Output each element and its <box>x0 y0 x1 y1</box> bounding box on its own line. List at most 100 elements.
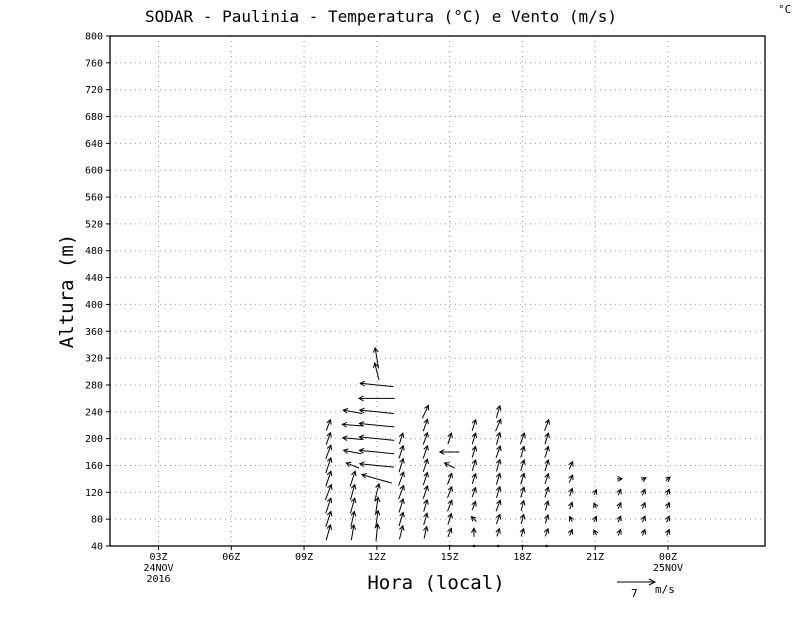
wind-vector-shaft <box>359 423 395 428</box>
wind-vector <box>519 527 526 537</box>
wind-vector-head <box>640 477 647 483</box>
wind-vector <box>374 482 381 501</box>
wind-vector <box>472 544 476 548</box>
wind-vector-head <box>496 418 502 425</box>
wind-vector <box>443 462 455 469</box>
wind-vector-head <box>447 499 453 506</box>
wind-vector-calm <box>496 544 500 548</box>
wind-vector <box>471 500 477 511</box>
wind-vector-head <box>495 513 502 520</box>
wind-vector-shaft <box>495 459 501 472</box>
wind-vector-shaft <box>569 488 573 497</box>
wind-vector-head <box>617 476 624 482</box>
wind-vector-head <box>519 513 526 520</box>
wind-vector <box>373 346 380 369</box>
wind-vector-shaft <box>398 512 404 527</box>
wind-vector <box>616 515 622 523</box>
wind-vector <box>519 499 526 511</box>
wind-vector-head <box>345 461 352 468</box>
wind-vector-head <box>342 448 349 454</box>
wind-vector <box>664 515 671 523</box>
wind-vector-head <box>423 484 429 491</box>
reference-vector: 7 m/s <box>617 578 675 600</box>
wind-vector <box>471 527 477 537</box>
wind-vector-head <box>593 502 599 509</box>
wind-vector-calm <box>448 544 451 548</box>
wind-vector-shaft <box>324 484 332 501</box>
wind-vector <box>447 512 453 525</box>
wind-vector-shaft <box>359 463 394 468</box>
wind-vector-head <box>326 497 333 504</box>
wind-vector-shaft <box>666 529 670 536</box>
wind-vector-shaft <box>520 473 525 485</box>
wind-vector-shaft <box>349 497 356 514</box>
wind-vector-head <box>544 500 550 507</box>
wind-vector-head <box>399 444 405 451</box>
y-tick-label: 600 <box>85 166 103 177</box>
wind-vector-shaft <box>325 524 331 541</box>
wind-vector-head <box>326 523 333 530</box>
wind-vector-shaft <box>398 458 404 473</box>
wind-vector <box>398 444 405 459</box>
wind-vector <box>422 484 429 499</box>
wind-vector <box>495 404 502 418</box>
wind-vector <box>495 499 502 512</box>
wind-vector-head <box>423 498 429 505</box>
y-tick-label: 280 <box>85 380 103 391</box>
wind-vector-head <box>399 484 405 491</box>
wind-vector-shaft <box>471 501 477 511</box>
wind-vector-shaft <box>471 419 477 431</box>
wind-vector-shaft <box>617 502 622 509</box>
wind-vector <box>325 431 332 445</box>
wind-vector-head <box>326 470 333 477</box>
wind-vector-head <box>423 525 429 532</box>
wind-vector <box>325 470 333 487</box>
wind-vector <box>398 471 405 486</box>
x-tick-label: 12Z <box>368 552 386 563</box>
wind-vector-head <box>375 482 381 489</box>
wind-vector <box>398 524 405 540</box>
wind-vector-head <box>640 515 646 522</box>
wind-vector <box>521 544 524 548</box>
wind-vector <box>358 407 394 414</box>
wind-vector-shaft <box>666 502 670 509</box>
wind-vector-head <box>640 488 646 495</box>
wind-vector <box>519 432 526 445</box>
wind-vector <box>568 460 574 470</box>
x-tick-label: 15Z <box>441 552 459 563</box>
wind-vector <box>640 515 646 523</box>
wind-vector <box>422 418 429 432</box>
wind-vector-shaft <box>359 449 395 455</box>
wind-vector <box>495 472 502 485</box>
wind-vector <box>665 476 671 483</box>
wind-vector <box>593 502 599 509</box>
wind-vector <box>372 362 380 381</box>
wind-vector <box>664 488 671 496</box>
wind-vector-head <box>520 432 526 439</box>
wind-vector <box>544 500 550 511</box>
wind-vector-head <box>640 501 646 508</box>
wind-vector <box>350 510 357 527</box>
wind-vector-shaft <box>350 524 355 541</box>
y-tick-label: 640 <box>85 139 103 150</box>
wind-vector-shaft <box>544 459 549 472</box>
y-tick-label: 160 <box>85 461 103 472</box>
y-tick-label: 800 <box>85 32 103 43</box>
grid-lines <box>110 36 765 546</box>
wind-vector <box>640 488 646 496</box>
wind-vector <box>438 449 460 455</box>
wind-vector-shaft <box>519 432 525 445</box>
wind-vector-shaft <box>471 473 477 485</box>
wind-vector-head <box>358 421 365 427</box>
wind-vector <box>495 513 502 525</box>
wind-vector <box>520 472 526 485</box>
wind-vector <box>447 472 453 485</box>
wind-vector-shaft <box>422 485 428 499</box>
wind-vector-head <box>616 528 622 535</box>
y-tick-label: 680 <box>85 112 103 123</box>
wind-vector-head <box>399 457 405 464</box>
wind-vector <box>470 515 477 523</box>
wind-vectors <box>324 346 671 548</box>
wind-vector-shaft <box>343 449 362 455</box>
wind-vector <box>447 499 453 512</box>
